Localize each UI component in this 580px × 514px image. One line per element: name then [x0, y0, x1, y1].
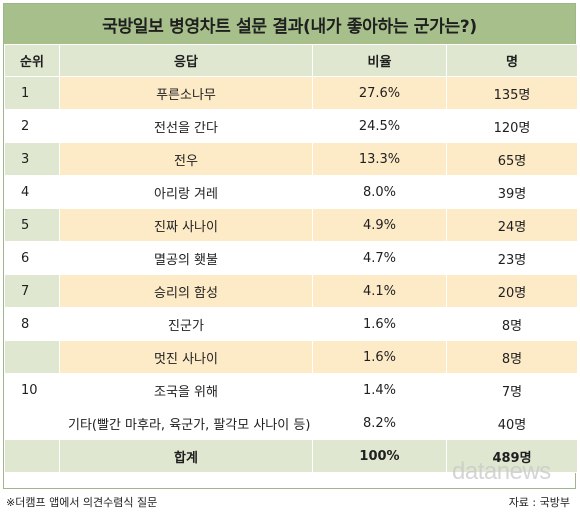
count-cell: 20명 — [446, 274, 578, 308]
count-cell: 135명 — [446, 76, 578, 110]
total-label-cell: 합계 — [59, 439, 313, 473]
table-row: 2 전선을 간다 24.5% 120명 — [4, 109, 578, 143]
table-row: 7 승리의 함성 4.1% 20명 — [4, 274, 578, 308]
col-header-answer: 응답 — [59, 44, 313, 77]
ratio-cell: 4.7% — [312, 241, 447, 275]
ratio-cell: 1.6% — [312, 307, 447, 341]
answer-cell: 전우 — [59, 142, 313, 176]
answer-cell: 기타(빨간 마후라, 육군가, 팔각모 사나이 등) — [59, 406, 313, 440]
footnote: ※더캠프 앱에서 의견수렴식 질문 — [6, 496, 158, 509]
answer-cell: 멸공의 횃불 — [59, 241, 313, 275]
total-row: 합계 100% 489명 — [4, 439, 578, 473]
ratio-cell: 8.0% — [312, 175, 447, 209]
chart-title: 국방일보 병영차트 설문 결과(내가 좋아하는 군가는?) — [4, 4, 575, 44]
survey-table: 순위 응답 비율 명 1 푸른소나무 27.6% 135명 2 전선을 간다 24.5% 12… — [4, 44, 578, 473]
total-rank-cell — [4, 439, 60, 473]
count-cell: 8명 — [446, 307, 578, 341]
answer-cell: 진짜 사나이 — [59, 208, 313, 242]
rank-cell: 3 — [4, 142, 60, 176]
answer-cell: 조국을 위해 — [59, 373, 313, 407]
answer-cell: 아리랑 겨레 — [59, 175, 313, 209]
ratio-cell: 4.9% — [312, 208, 447, 242]
rank-cell: 2 — [4, 109, 60, 143]
table-row: 3 전우 13.3% 65명 — [4, 142, 578, 176]
col-header-count: 명 — [446, 44, 578, 77]
count-cell: 24명 — [446, 208, 578, 242]
count-cell: 120명 — [446, 109, 578, 143]
count-cell: 65명 — [446, 142, 578, 176]
ratio-cell: 13.3% — [312, 142, 447, 176]
total-count-cell: 489명 — [446, 439, 578, 473]
table-header-row: 순위 응답 비율 명 — [4, 44, 578, 77]
ratio-cell: 1.4% — [312, 373, 447, 407]
rank-cell — [4, 340, 60, 374]
rank-cell — [4, 406, 60, 440]
total-ratio-cell: 100% — [312, 439, 447, 473]
answer-cell: 멋진 사나이 — [59, 340, 313, 374]
col-header-rank: 순위 — [4, 44, 60, 77]
col-header-ratio: 비율 — [312, 44, 447, 77]
rank-cell: 10 — [4, 373, 60, 407]
ratio-cell: 24.5% — [312, 109, 447, 143]
answer-cell: 진군가 — [59, 307, 313, 341]
table-row: 기타(빨간 마후라, 육군가, 팔각모 사나이 등) 8.2% 40명 — [4, 406, 578, 440]
answer-cell: 푸른소나무 — [59, 76, 313, 110]
rank-cell: 6 — [4, 241, 60, 275]
table-body: 1 푸른소나무 27.6% 135명 2 전선을 간다 24.5% 120명 3 전우 13.3% 6… — [4, 76, 578, 473]
rank-cell: 8 — [4, 307, 60, 341]
source-credit: 자료 : 국방부 — [508, 496, 570, 509]
rank-cell: 7 — [4, 274, 60, 308]
rank-cell: 1 — [4, 76, 60, 110]
ratio-cell: 8.2% — [312, 406, 447, 440]
ratio-cell: 1.6% — [312, 340, 447, 374]
count-cell: 7명 — [446, 373, 578, 407]
count-cell: 23명 — [446, 241, 578, 275]
table-row: 8 진군가 1.6% 8명 — [4, 307, 578, 341]
count-cell: 40명 — [446, 406, 578, 440]
table-row: 6 멸공의 횃불 4.7% 23명 — [4, 241, 578, 275]
ratio-cell: 27.6% — [312, 76, 447, 110]
table-row: 멋진 사나이 1.6% 8명 — [4, 340, 578, 374]
table-row: 4 아리랑 겨레 8.0% 39명 — [4, 175, 578, 209]
answer-cell: 승리의 함성 — [59, 274, 313, 308]
ratio-cell: 4.1% — [312, 274, 447, 308]
table-row: 1 푸른소나무 27.6% 135명 — [4, 76, 578, 110]
watermark-logo: datanews — [452, 458, 551, 485]
table-row: 5 진짜 사나이 4.9% 24명 — [4, 208, 578, 242]
survey-table-card: 국방일보 병영차트 설문 결과(내가 좋아하는 군가는?) 순위 응답 비율 명… — [3, 3, 578, 489]
count-cell: 8명 — [446, 340, 578, 374]
rank-cell: 4 — [4, 175, 60, 209]
table-row: 10 조국을 위해 1.4% 7명 — [4, 373, 578, 407]
rank-cell: 5 — [4, 208, 60, 242]
answer-cell: 전선을 간다 — [59, 109, 313, 143]
count-cell: 39명 — [446, 175, 578, 209]
